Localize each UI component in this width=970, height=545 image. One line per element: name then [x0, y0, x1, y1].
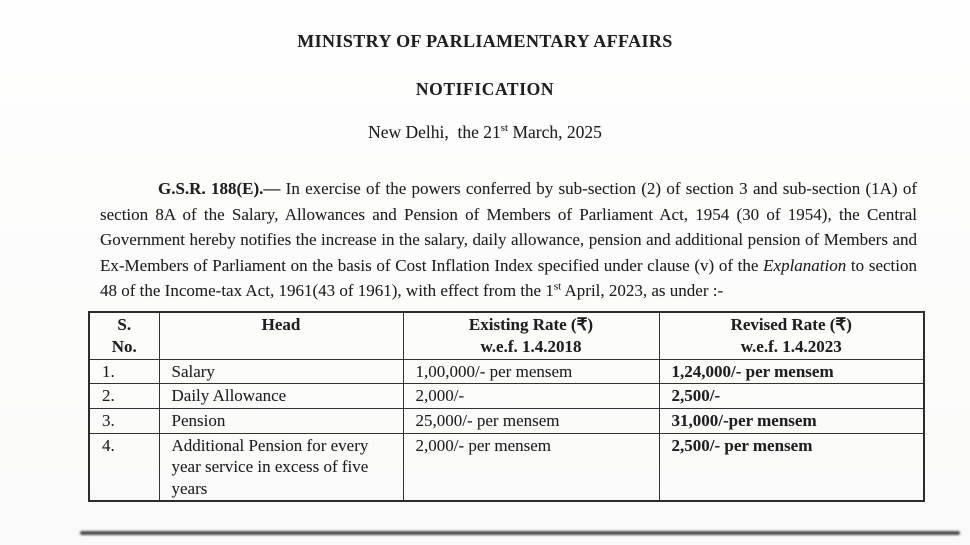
- column-header-revised-rate: Revised Rate (₹) w.e.f. 1.4.2023: [658, 311, 925, 360]
- header-line: Revised Rate (₹): [730, 314, 852, 334]
- paragraph-text: April, 2023, as under :-: [561, 281, 724, 300]
- page-bottom-scan-artifact: [80, 531, 960, 535]
- header-line: w.e.f. 1.4.2018: [480, 336, 582, 356]
- cell-head: Salary: [158, 358, 404, 384]
- header-line: w.e.f. 1.4.2023: [740, 336, 842, 356]
- cell-existing-rate: 2,000/- per mensem: [402, 432, 660, 502]
- cell-revised-rate: 1,24,000/- per mensem: [658, 358, 925, 384]
- cell-existing-rate: 2,000/-: [402, 383, 660, 409]
- notification-heading: NOTIFICATION: [415, 79, 555, 99]
- dateline-text: New Delhi, the 21: [368, 122, 501, 142]
- notification-paragraph: G.S.R. 188(E).— In exercise of the power…: [100, 176, 917, 304]
- table-row: 4. Additional Pension for every year ser…: [88, 432, 925, 502]
- cell-sno: 3.: [88, 407, 160, 434]
- cell-existing-rate: 1,00,000/- per mensem: [402, 358, 660, 384]
- ordinal-superscript: st: [553, 280, 562, 293]
- cell-revised-rate: 2,500/- per mensem: [658, 432, 925, 502]
- column-header-sno: S. No.: [88, 311, 160, 360]
- paragraph-text: to section 48 of the Income-tax Act, 196…: [100, 255, 917, 301]
- cell-revised-rate: 2,500/-: [658, 383, 925, 409]
- cell-sno: 4.: [88, 432, 160, 502]
- table-header-row: S. No. Head Existing Rate (₹) w.e.f. 1.4…: [88, 311, 925, 360]
- header-line: Existing Rate (₹): [468, 314, 594, 334]
- table-row: 2. Daily Allowance 2,000/- 2,500/-: [88, 383, 925, 409]
- table-row: 3. Pension 25,000/- per mensem 31,000/-p…: [88, 407, 925, 434]
- cell-head: Daily Allowance: [158, 383, 404, 409]
- gsr-number: G.S.R. 188(E).—: [158, 179, 281, 198]
- explanation-italic: Explanation: [763, 255, 847, 275]
- table-row: 1. Salary 1,00,000/- per mensem 1,24,000…: [88, 358, 925, 384]
- header-line: No.: [111, 336, 137, 356]
- cell-existing-rate: 25,000/- per mensem: [402, 407, 660, 434]
- column-header-head: Head: [158, 311, 404, 360]
- header-line: Head: [261, 314, 301, 334]
- column-header-existing-rate: Existing Rate (₹) w.e.f. 1.4.2018: [402, 311, 660, 360]
- cell-revised-rate: 31,000/-per mensem: [658, 407, 925, 434]
- ministry-title: MINISTRY OF PARLIAMENTARY AFFAIRS: [297, 31, 673, 51]
- cell-sno: 1.: [88, 358, 160, 384]
- dateline: New Delhi, the 21st March, 2025: [0, 122, 970, 142]
- paragraph-text: In exercise of the powers conferred by s…: [100, 179, 917, 275]
- rates-table: S. No. Head Existing Rate (₹) w.e.f. 1.4…: [88, 310, 925, 502]
- ordinal-superscript: st: [500, 122, 509, 135]
- header-line: S.: [117, 314, 132, 334]
- cell-head: Pension: [158, 407, 404, 434]
- dateline-text: March, 2025: [508, 122, 602, 142]
- cell-head: Additional Pension for every year servic…: [158, 432, 404, 502]
- cell-sno: 2.: [88, 383, 160, 409]
